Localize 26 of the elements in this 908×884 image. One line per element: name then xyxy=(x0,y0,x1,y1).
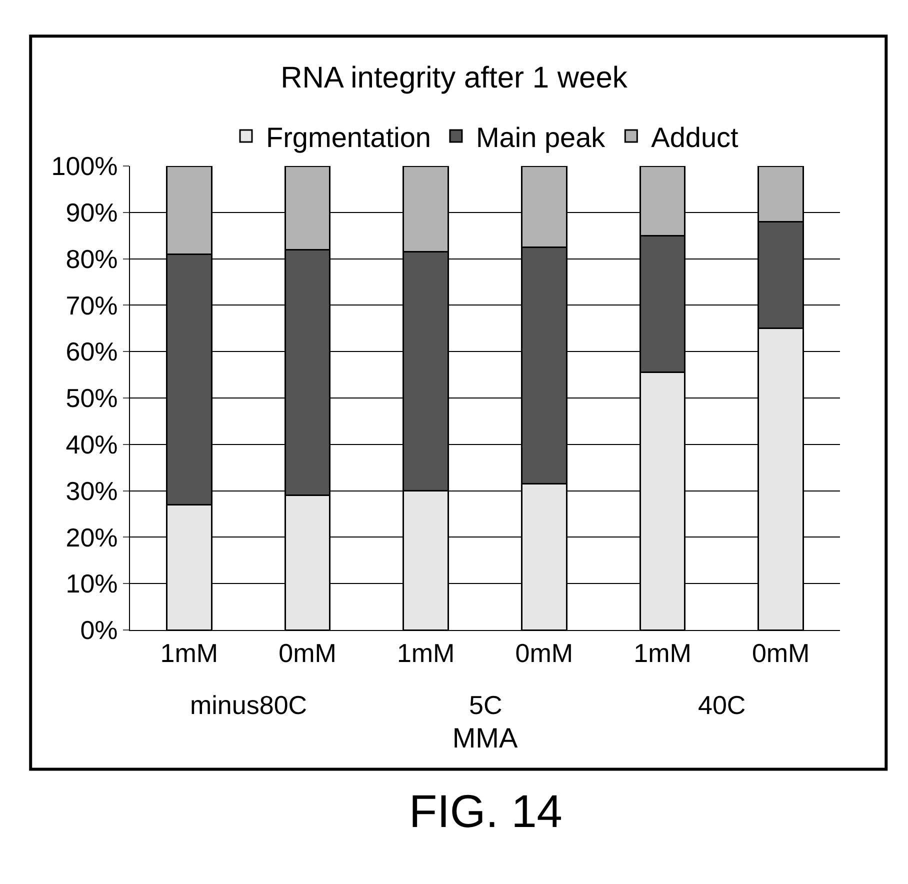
chart-title: RNA integrity after 1 week xyxy=(280,61,628,94)
caption: FIG. 14 xyxy=(409,785,562,837)
y-tick-label: 50% xyxy=(66,383,118,414)
y-tick-label: 80% xyxy=(66,244,118,274)
y-tick-label: 30% xyxy=(66,476,118,506)
x-axis-title: MMA xyxy=(452,722,518,754)
x-tick-label: 0mM xyxy=(752,638,810,668)
text: 40C xyxy=(698,690,746,720)
y-tick-label: 0% xyxy=(80,615,118,646)
x-tick-label: 0mM xyxy=(278,638,336,668)
text: minus80C xyxy=(190,690,308,720)
y-tick-label: 90% xyxy=(66,198,118,228)
x-tick-label: 1mM xyxy=(396,638,455,668)
y-tick-label: 10% xyxy=(66,568,118,599)
x-tick-label: 1mM xyxy=(160,638,218,668)
y-tick-label: 100% xyxy=(51,151,118,182)
y-tick-label: 60% xyxy=(66,336,118,367)
legend-label: Frgmentation xyxy=(266,122,431,153)
y-tick-label: 20% xyxy=(66,522,118,552)
x-tick-label: 1mM xyxy=(634,638,692,668)
legend-label: Adduct xyxy=(651,122,739,153)
legend-label: Main peak xyxy=(476,122,606,153)
text: 5C xyxy=(469,690,502,720)
y-tick-label: 70% xyxy=(66,290,118,320)
y-tick-label: 40% xyxy=(66,430,118,460)
x-tick-label: 0mM xyxy=(515,638,574,668)
